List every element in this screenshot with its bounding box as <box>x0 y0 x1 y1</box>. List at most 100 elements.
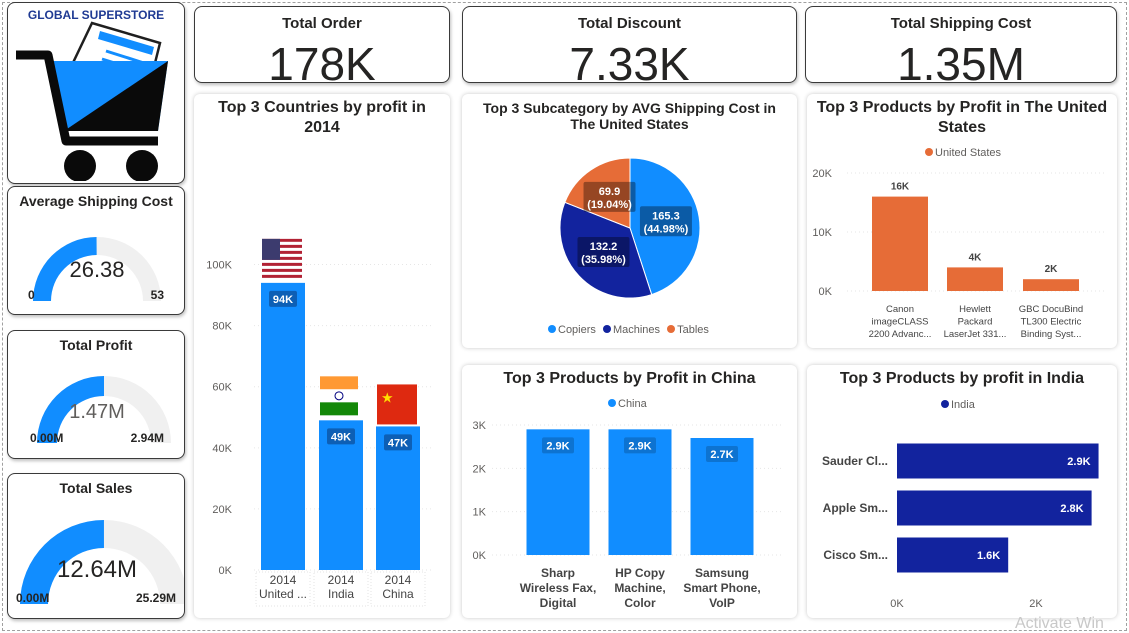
india-flag-icon <box>320 376 358 416</box>
legend-item: Tables <box>677 324 709 336</box>
legend-dot <box>941 400 949 408</box>
data-label: 49K <box>331 431 351 443</box>
data-label: 1.6K <box>977 550 1000 562</box>
x-tick-label: 2K <box>1029 598 1043 610</box>
x-tick-label: Samsung <box>695 566 749 580</box>
bar <box>261 282 305 570</box>
flag-stripe <box>262 262 302 266</box>
flag-stripe <box>262 274 302 278</box>
legend-item: Machines <box>612 324 661 336</box>
china-flag-icon: ★ <box>377 384 417 425</box>
x-label-box <box>313 571 369 607</box>
x-tick-label: Machine, <box>614 581 665 595</box>
kpi-title: Total Discount <box>577 15 682 32</box>
data-label: 16K <box>891 182 910 193</box>
x-tick-label: Color <box>624 596 656 610</box>
x-tick-label: VoIP <box>709 596 735 610</box>
data-label-bg <box>706 446 738 462</box>
x-tick-label: 2014 <box>328 573 355 587</box>
gauge-max: 53 <box>150 288 164 302</box>
flag-chakra <box>334 391 344 401</box>
y-tick-label: 10K <box>812 227 832 239</box>
gauge-arc <box>20 520 184 604</box>
y-tick-label: 40K <box>212 443 232 455</box>
y-tick-label: 60K <box>212 382 232 394</box>
data-label: 2.9K <box>1067 456 1090 468</box>
data-label: 2.9K <box>628 440 651 452</box>
countries-profit-chart-card: Top 3 Countries by profit in 2014 0K 20K 4… <box>194 94 450 618</box>
bar <box>526 429 590 555</box>
x-tick-label: LaserJet 331... <box>944 329 1007 340</box>
x-tick-label: India <box>328 587 354 601</box>
x-tick-label: Smart Phone, <box>683 581 760 595</box>
kpi-value: 7.33K <box>569 38 690 83</box>
flag-stripe <box>320 376 358 390</box>
x-tick-label: HP Copy <box>615 566 665 580</box>
pie-label-bg <box>577 236 630 267</box>
pie-label-bg <box>583 181 636 212</box>
gauge-title: Total Sales <box>59 480 133 496</box>
kpi-value: 178K <box>268 38 376 83</box>
y-tick-label: 0K <box>819 286 833 298</box>
bar <box>690 438 754 555</box>
china-products-profit-card: Top 3 Products by Profit in China China … <box>462 365 797 618</box>
brand-title: GLOBAL SUPERSTORE <box>27 8 165 22</box>
x-tick-label: Binding Syst... <box>1021 329 1082 340</box>
logo-card: GLOBAL SUPERSTORE <box>7 2 185 184</box>
total-profit-card: Total Profit 1.47M 0.00M 2.94M <box>7 330 185 459</box>
india-products-profit-card: Top 3 Products by profit in India India … <box>807 365 1117 618</box>
x-tick-label: China <box>382 587 414 601</box>
pie-slice <box>564 157 631 229</box>
kpi-title: Total Shipping Cost <box>890 15 1032 32</box>
y-tick-label: Sauder Cl... <box>822 454 888 468</box>
gauge-title: Total Profit <box>59 337 133 353</box>
gauge-min: 0 <box>28 288 35 302</box>
gauge-value: 12.64M <box>56 556 138 583</box>
data-label-bg <box>542 437 574 454</box>
pie-slice <box>559 201 653 299</box>
data-label-bg <box>384 434 412 451</box>
x-tick-label: 2200 Advanc... <box>869 329 932 340</box>
chart-title: Top 3 Subcategory by AVG Shipping Cost i… <box>483 100 776 132</box>
data-label: 2.7K <box>710 449 733 461</box>
y-tick-label: 0K <box>219 565 233 577</box>
x-tick-label: Wireless Fax, <box>520 581 597 595</box>
kpi-value: 1.35M <box>897 38 1025 83</box>
chart-title: Top 3 Products by profit in India <box>839 370 1085 387</box>
total-order-card: Total Order 178K <box>194 6 450 83</box>
pie-label: 132.2 <box>590 241 618 253</box>
flag-stripe <box>262 256 302 260</box>
bar <box>608 429 672 555</box>
average-shipping-cost-card: Average Shipping Cost 26.38 0 53 <box>7 186 185 315</box>
flag-stripe <box>320 389 358 403</box>
bar <box>1023 279 1079 291</box>
gauge-value: 26.38 <box>69 257 125 282</box>
bar <box>897 443 1099 479</box>
x-tick-label: Hewlett <box>959 304 991 315</box>
x-tick-label: Sharp <box>541 566 575 580</box>
flag-stripe <box>320 402 358 416</box>
y-tick-label: 0K <box>473 550 487 562</box>
india-products-bar-chart: 0K 2K 2.9K Sauder Cl... 2.8K Apple Sm... 1.6K C… <box>822 443 1099 610</box>
watermark-text: Activate Win <box>1015 615 1104 632</box>
pie-label: (19.04%) <box>587 199 632 211</box>
data-label: 2.9K <box>546 440 569 452</box>
flag-stripe <box>262 238 302 242</box>
y-tick-label: 20K <box>212 504 232 516</box>
pie-label-bg <box>639 206 692 237</box>
x-tick-label: imageCLASS <box>871 317 928 328</box>
bar <box>897 537 1009 573</box>
us-flag-icon <box>262 238 302 278</box>
flag-stripe <box>262 250 302 254</box>
pie-label: 165.3 <box>652 210 680 222</box>
subcategory-shipping-pie-card: Top 3 Subcategory by AVG Shipping Cost i… <box>462 94 797 348</box>
total-sales-card: Total Sales 12.64M 0.00M 25.29M <box>7 473 185 619</box>
legend-item: India <box>951 399 975 411</box>
x-tick-label: TL300 Electric <box>1021 317 1082 328</box>
total-discount-card: Total Discount 7.33K <box>462 6 797 83</box>
us-products-profit-card: Top 3 Products by Profit in The United S… <box>807 94 1117 348</box>
flag-star: ★ <box>381 389 394 405</box>
pie-label: (44.98%) <box>644 223 689 235</box>
